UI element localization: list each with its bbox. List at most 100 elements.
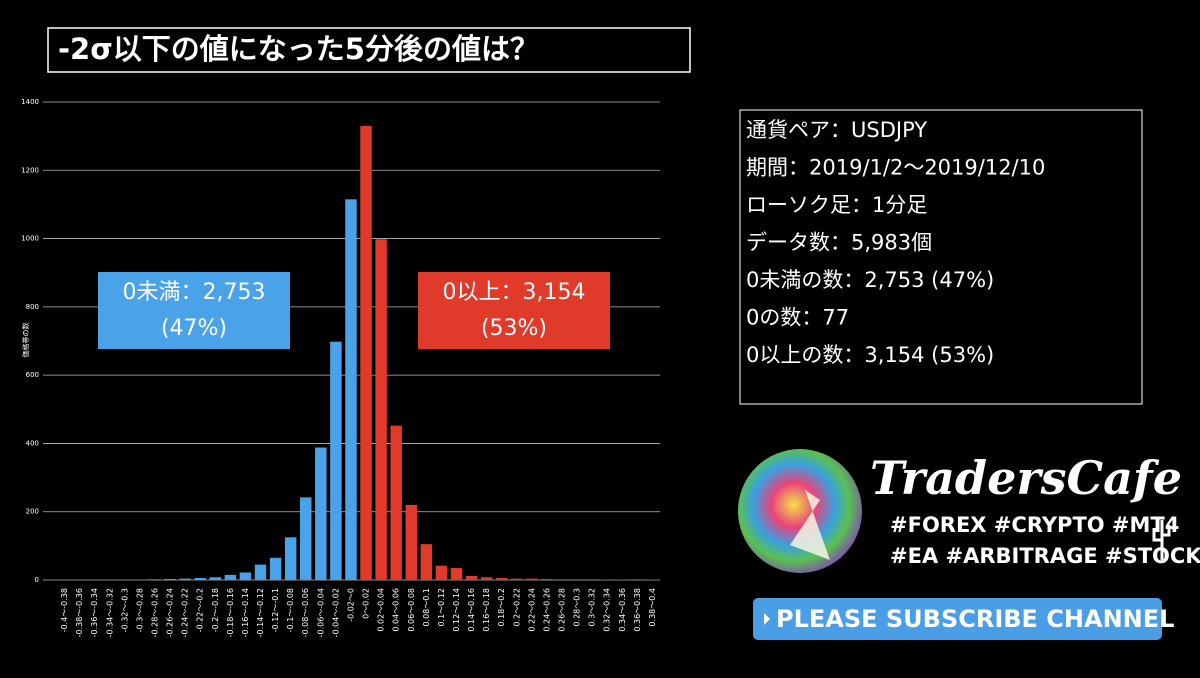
x-tick-label: -0.18～-0.16 <box>226 588 235 637</box>
x-tick-label: -0.32～-0.3 <box>120 588 129 632</box>
x-tick-label: -0.08～-0.06 <box>301 588 310 637</box>
x-tick-label: -0.14～-0.12 <box>256 588 265 637</box>
y-tick-label: 1000 <box>21 235 39 243</box>
bar <box>179 579 190 580</box>
bar <box>406 505 417 580</box>
x-tick-label: 0.02～0.04 <box>377 588 386 632</box>
bar <box>436 566 447 580</box>
info-line: 期間：2019/1/2～2019/12/10 <box>746 156 1045 180</box>
x-tick-label: 0.1～0.12 <box>437 588 446 627</box>
bar <box>240 572 251 580</box>
bar <box>496 578 507 580</box>
annotation-text: (47%) <box>161 316 227 341</box>
y-tick-label: 1200 <box>21 166 39 174</box>
info-line: 通貨ペア：USDJPY <box>746 118 927 142</box>
x-tick-label: 0.06～0.08 <box>407 588 416 632</box>
x-tick-label: -0.22～-0.2 <box>196 588 205 632</box>
y-tick-label: 200 <box>26 508 39 516</box>
x-tick-label: 0.04～0.06 <box>392 588 401 632</box>
x-tick-label: -0.36～-0.34 <box>90 588 99 637</box>
info-line: 0の数：77 <box>746 306 849 330</box>
bar <box>556 579 567 580</box>
y-tick-label: 600 <box>26 371 39 379</box>
bar <box>270 558 281 580</box>
x-tick-label: -0.06～-0.04 <box>316 588 325 637</box>
brand-name: TradersCafe <box>870 451 1182 505</box>
x-tick-label: 0.08～0.1 <box>422 588 431 627</box>
x-tick-label: -0.38～-0.36 <box>75 588 84 637</box>
bar <box>164 579 175 580</box>
x-tick-label: -0.16～-0.14 <box>241 588 250 637</box>
x-tick-label: 0.16～0.18 <box>482 588 491 632</box>
bar <box>300 497 311 580</box>
x-tick-label: -0.3～-0.28 <box>135 588 144 632</box>
bar <box>511 579 522 580</box>
annotation-text: (53%) <box>481 316 547 341</box>
y-tick-label: 1400 <box>21 98 39 106</box>
brand-tags: #FOREX #CRYPTO #MT4 <box>890 513 1179 537</box>
x-tick-label: 0.18～0.2 <box>497 588 506 627</box>
brand-tags: #EA #ARBITRAGE #STOCK <box>890 544 1200 568</box>
x-tick-label: 0.22～0.24 <box>527 588 536 632</box>
bar <box>285 537 296 580</box>
x-tick-label: -0.02～0 <box>346 588 355 622</box>
bar <box>526 579 537 580</box>
x-tick-label: 0.28～0.3 <box>573 588 582 627</box>
bar <box>466 576 477 580</box>
bar <box>541 579 552 580</box>
x-tick-label: 0.26～0.28 <box>558 588 567 632</box>
x-tick-label: -0.1～-0.08 <box>286 588 295 632</box>
bar <box>149 579 160 580</box>
x-tick-label: 0.24～0.26 <box>542 588 551 632</box>
x-tick-label: -0.34～-0.32 <box>105 588 114 637</box>
bar <box>586 579 597 580</box>
x-tick-label: 0.32～0.34 <box>603 588 612 632</box>
info-line: 0未満の数：2,753 (47%) <box>746 268 994 292</box>
bar <box>451 568 462 580</box>
x-tick-label: -0.12～-0.1 <box>271 588 280 632</box>
bar <box>194 578 205 580</box>
x-tick-label: -0.4～-0.38 <box>60 588 69 632</box>
x-tick-label: -0.24～-0.22 <box>181 588 190 637</box>
x-tick-label: 0.36～0.38 <box>633 588 642 632</box>
x-tick-label: -0.28～-0.26 <box>150 588 159 637</box>
bar <box>481 577 492 580</box>
y-tick-label: 0 <box>35 576 39 584</box>
bar <box>330 342 341 580</box>
bar <box>315 448 326 580</box>
bar <box>375 239 386 580</box>
x-tick-label: -0.26～-0.24 <box>166 588 175 637</box>
bar <box>210 577 221 580</box>
y-axis-label: 価格帯の数 <box>21 323 30 358</box>
bar <box>225 575 236 580</box>
x-tick-label: -0.04～-0.02 <box>331 588 340 637</box>
bar <box>632 579 643 580</box>
x-tick-label: 0.38～0.4 <box>648 588 657 627</box>
bar <box>571 579 582 580</box>
x-tick-label: 0.14～0.16 <box>467 588 476 632</box>
bar <box>390 426 401 580</box>
x-tick-label: 0.34～0.36 <box>618 588 627 632</box>
info-line: ローソク足：1分足 <box>746 193 927 217</box>
x-tick-label: 0.12～0.14 <box>452 588 461 632</box>
x-tick-label: 0.3～0.32 <box>588 588 597 627</box>
info-line: データ数：5,983個 <box>746 231 932 255</box>
button-label[interactable]: PLEASE SUBSCRIBE CHANNEL <box>776 605 1174 633</box>
subscribe-button[interactable]: PLEASE SUBSCRIBE CHANNEL <box>753 598 1174 640</box>
y-tick-label: 800 <box>26 303 39 311</box>
logo <box>738 449 862 573</box>
bar <box>255 565 266 580</box>
chart-title: -2σ以下の値になった5分後の値は？ <box>58 32 539 66</box>
bar <box>360 126 371 580</box>
x-tick-label: 0～0.02 <box>362 588 371 619</box>
y-tick-label: 400 <box>26 439 39 447</box>
annotation-text: 0以上：3,154 <box>443 280 586 305</box>
bar <box>421 544 432 580</box>
x-tick-label: -0.2～-0.18 <box>211 588 220 632</box>
x-tick-label: 0.2～0.22 <box>512 588 521 627</box>
bar <box>345 199 356 580</box>
info-line: 0以上の数：3,154 (53%) <box>746 343 994 367</box>
annotation-text: 0未満：2,753 <box>123 280 266 305</box>
